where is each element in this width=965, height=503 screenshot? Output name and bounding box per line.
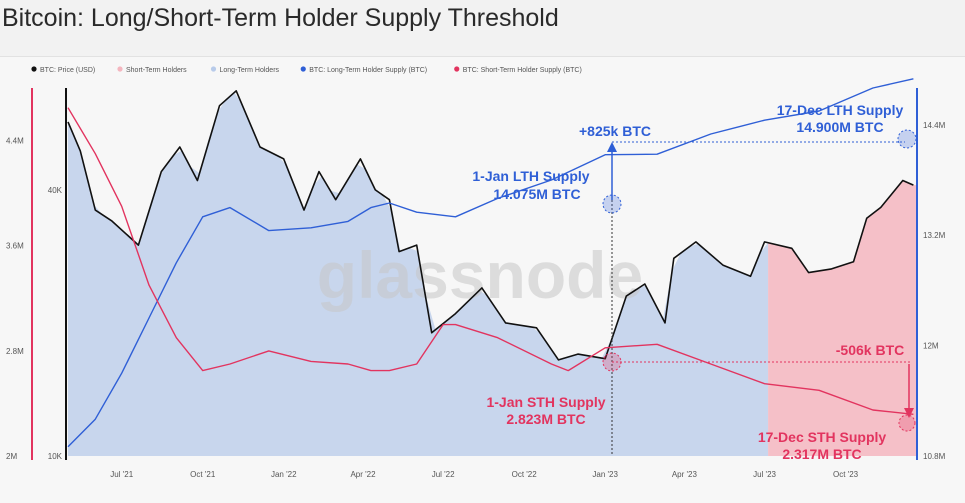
left-sth-tick-0: 2M (6, 452, 17, 461)
x-tick-6: Jan '23 (592, 470, 618, 479)
x-tick-1: Oct '21 (190, 470, 216, 479)
x-tick-9: Oct '23 (833, 470, 859, 479)
series-line-0 (67, 90, 914, 361)
left-sth-tick-3: 4.4M (6, 137, 24, 146)
lth-jan-marker (602, 194, 622, 214)
lth-jan-label-1: 1-Jan LTH Supply (472, 168, 589, 184)
legend-label-4[interactable]: BTC: Short-Term Holder Supply (BTC) (463, 67, 582, 74)
legend: BTC: Price (USD) Short-Term Holders Long-T… (31, 66, 582, 74)
legend-label-2[interactable]: Long-Term Holders (220, 67, 280, 74)
right-lth-tick-1: 12M (923, 342, 939, 351)
x-tick-3: Apr '22 (350, 470, 376, 479)
sth-arrow-head (904, 408, 914, 418)
sth-jan-label-2: 2.823M BTC (506, 411, 585, 427)
left-price-tick-1: 40K (48, 186, 63, 195)
lth-dec-label-2: 14.900M BTC (796, 119, 883, 135)
right-lth-tick-0: 10.8M (923, 452, 946, 461)
axes: 2M 2.8M 3.6M 4.4M 10K 40K 10.8M 12M 13.2M 14.4M Ju… (6, 88, 946, 479)
lth-dec-label-1: 17-Dec LTH Supply (777, 102, 904, 118)
series-line-1 (67, 78, 914, 448)
right-lth-tick-3: 14.4M (923, 121, 946, 130)
annotations: +825k BTC 1-Jan LTH Supply 14.075M BTC 1… (472, 102, 917, 462)
sth-jan-marker (602, 352, 622, 372)
legend-dot-3 (300, 66, 306, 72)
x-tick-8: Jul '23 (753, 470, 776, 479)
legend-label-1[interactable]: Short-Term Holders (126, 67, 187, 74)
sth-dec-label-2: 2.317M BTC (782, 446, 861, 462)
legend-dot-1 (117, 66, 123, 72)
left-sth-tick-2: 3.6M (6, 242, 24, 251)
legend-dot-0 (31, 66, 37, 72)
sth-jan-label-1: 1-Jan STH Supply (486, 394, 605, 410)
legend-label-0[interactable]: BTC: Price (USD) (40, 67, 95, 74)
lth-change-label: +825k BTC (579, 123, 651, 139)
series-lines (67, 78, 914, 448)
watermark: glassnode (317, 238, 643, 312)
page-title: Bitcoin: Long/Short-Term Holder Supply T… (2, 4, 559, 32)
x-tick-0: Jul '21 (110, 470, 133, 479)
x-tick-7: Apr '23 (672, 470, 698, 479)
long-term-holders-area (68, 92, 769, 456)
series-line-2 (67, 107, 914, 415)
legend-label-3[interactable]: BTC: Long-Term Holder Supply (BTC) (309, 67, 427, 74)
short-term-holders-area (768, 180, 916, 456)
sth-dec-label-1: 17-Dec STH Supply (758, 429, 887, 445)
sth-change-label: -506k BTC (836, 342, 904, 358)
lth-arrow-head (607, 142, 617, 152)
legend-dot-2 (210, 66, 217, 72)
x-tick-2: Jan '22 (271, 470, 297, 479)
legend-dot-4 (454, 66, 460, 72)
left-price-tick-0: 10K (48, 452, 63, 461)
holder-fill-bands (68, 92, 916, 456)
left-sth-tick-1: 2.8M (6, 347, 24, 356)
sth-dec-marker (898, 414, 916, 432)
x-tick-4: Jul '22 (432, 470, 455, 479)
lth-dec-marker (897, 129, 917, 149)
x-tick-5: Oct '22 (512, 470, 538, 479)
right-lth-tick-2: 13.2M (923, 231, 946, 240)
lth-jan-label-2: 14.075M BTC (493, 186, 580, 202)
